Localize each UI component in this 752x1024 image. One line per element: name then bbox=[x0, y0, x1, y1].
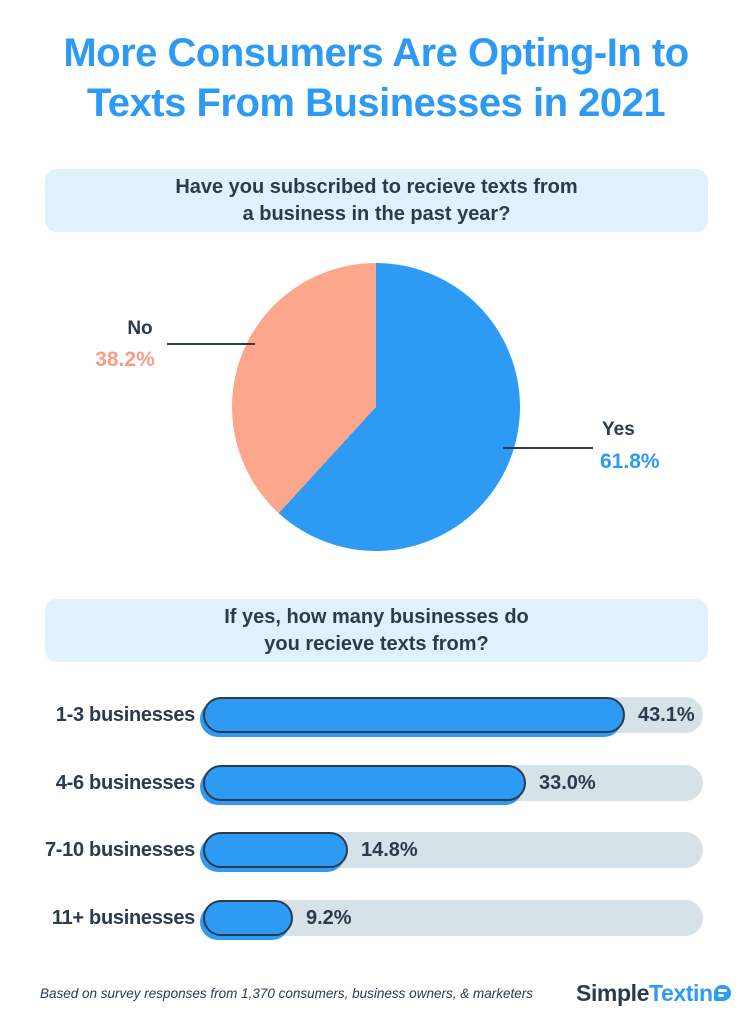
pie-value-yes: 61.8% bbox=[600, 450, 660, 473]
bar-category-label: 7-10 businesses bbox=[44, 839, 195, 861]
bar-row-11plus: 11+ businesses 9.2% bbox=[0, 900, 752, 936]
pie-leader-line-yes bbox=[503, 447, 593, 449]
bar-row-1-3: 1-3 businesses 43.1% bbox=[0, 697, 752, 733]
bar-value-label: 43.1% bbox=[638, 704, 695, 726]
bar-row-4-6: 4-6 businesses 33.0% bbox=[0, 765, 752, 801]
bar-fill bbox=[203, 697, 625, 733]
question1-line2: a business in the past year? bbox=[242, 202, 511, 225]
pie-value-no: 38.2% bbox=[95, 348, 155, 371]
page-title: More Consumers Are Opting-In to Texts Fr… bbox=[0, 28, 752, 128]
bar-category-label: 1-3 businesses bbox=[55, 704, 196, 726]
bar-fill bbox=[203, 900, 293, 936]
pie-chart bbox=[232, 263, 520, 551]
bar-category-label: 4-6 businesses bbox=[55, 772, 196, 794]
question2-line2: you recieve texts from? bbox=[264, 632, 489, 655]
bar-row-7-10: 7-10 businesses 14.8% bbox=[0, 832, 752, 868]
question2-line1: If yes, how many businesses do bbox=[224, 605, 529, 628]
question-banner-how-many: If yes, how many businesses do you recie… bbox=[45, 599, 708, 662]
question1-line1: Have you subscribed to recieve texts fro… bbox=[175, 175, 578, 198]
page-title-line1: More Consumers Are Opting-In to bbox=[63, 31, 689, 75]
speech-bubble-icon bbox=[713, 985, 731, 1001]
bar-fill bbox=[203, 832, 348, 868]
bar-fill bbox=[203, 765, 526, 801]
question-banner-subscribed: Have you subscribed to recieve texts fro… bbox=[45, 169, 708, 232]
source-note: Based on survey responses from 1,370 con… bbox=[40, 986, 533, 1001]
simpletexting-logo: SimpleTextin bbox=[576, 980, 731, 1007]
pie-leader-line-no bbox=[167, 343, 255, 345]
pie-label-yes: Yes bbox=[602, 419, 635, 440]
bar-value-label: 33.0% bbox=[539, 772, 596, 794]
bar-value-label: 14.8% bbox=[361, 839, 418, 861]
page-title-line2: Texts From Businesses in 2021 bbox=[86, 81, 666, 125]
pie-label-no: No bbox=[127, 318, 153, 339]
bar-value-label: 9.2% bbox=[306, 907, 352, 929]
bar-category-label: 11+ businesses bbox=[51, 907, 195, 929]
logo-text-simple: Simple bbox=[576, 980, 650, 1006]
logo-text-textin: Textin bbox=[649, 980, 713, 1006]
